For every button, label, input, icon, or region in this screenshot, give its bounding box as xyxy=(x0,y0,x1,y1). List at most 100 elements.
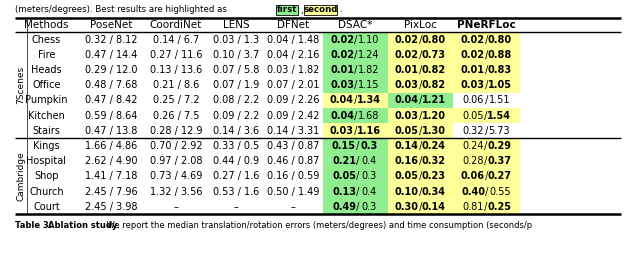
Text: 0.07 / 5.8: 0.07 / 5.8 xyxy=(213,65,259,75)
Text: 1.05: 1.05 xyxy=(488,80,512,90)
Text: 0.02: 0.02 xyxy=(395,50,419,60)
Text: /: / xyxy=(482,35,491,45)
Text: 1.32 / 3.56: 1.32 / 3.56 xyxy=(150,187,202,197)
Text: 1.66 / 4.86: 1.66 / 4.86 xyxy=(85,141,137,151)
Text: 0.27: 0.27 xyxy=(488,172,512,182)
Text: 2.45 / 7.96: 2.45 / 7.96 xyxy=(84,187,138,197)
Text: 0.05: 0.05 xyxy=(395,172,419,182)
Text: /: / xyxy=(351,65,361,75)
Text: /: / xyxy=(351,95,360,105)
Text: /: / xyxy=(415,141,425,151)
Text: 0.47 / 13.8: 0.47 / 13.8 xyxy=(84,126,137,136)
Bar xyxy=(388,62,452,78)
Text: 0.06: 0.06 xyxy=(461,172,485,182)
Text: 1.54: 1.54 xyxy=(487,111,511,121)
Text: 0.14: 0.14 xyxy=(395,141,419,151)
Text: 0.30: 0.30 xyxy=(395,202,419,212)
Text: 0.25 / 7.2: 0.25 / 7.2 xyxy=(153,95,199,105)
Text: /: / xyxy=(481,111,491,121)
Text: 0.21: 0.21 xyxy=(332,156,356,166)
Text: 0.15: 0.15 xyxy=(332,141,356,151)
Text: 0.14 / 3.6: 0.14 / 3.6 xyxy=(213,126,259,136)
Text: 0.07 / 1.9: 0.07 / 1.9 xyxy=(213,80,259,90)
Text: 0.73: 0.73 xyxy=(422,50,446,60)
Text: 0.32: 0.32 xyxy=(463,126,484,136)
Text: 1.68: 1.68 xyxy=(358,111,380,121)
Text: Church: Church xyxy=(29,187,64,197)
Text: /: / xyxy=(351,50,361,60)
Text: LENS: LENS xyxy=(223,20,250,30)
Bar xyxy=(388,184,452,199)
Text: Heads: Heads xyxy=(31,65,61,75)
Text: 0.28 / 12.9: 0.28 / 12.9 xyxy=(150,126,202,136)
Bar xyxy=(452,62,520,78)
Text: 0.03: 0.03 xyxy=(461,80,485,90)
Text: /: / xyxy=(482,126,491,136)
Bar xyxy=(323,93,388,108)
Text: 0.03: 0.03 xyxy=(330,80,355,90)
Text: 7Scenes: 7Scenes xyxy=(16,66,25,104)
Text: Kings: Kings xyxy=(33,141,60,151)
Bar xyxy=(388,47,452,62)
Text: 0.80: 0.80 xyxy=(422,35,446,45)
Text: Kitchen: Kitchen xyxy=(28,111,65,121)
Text: 0.88: 0.88 xyxy=(488,50,512,60)
Text: 1.10: 1.10 xyxy=(358,35,380,45)
Text: 0.34: 0.34 xyxy=(422,187,446,197)
Text: first: first xyxy=(276,5,297,15)
Text: 2.45 / 3.98: 2.45 / 3.98 xyxy=(84,202,137,212)
Text: 0.40: 0.40 xyxy=(461,187,486,197)
Text: 0.02: 0.02 xyxy=(461,35,485,45)
Text: 0.04 / 2.16: 0.04 / 2.16 xyxy=(267,50,319,60)
Text: /: / xyxy=(353,156,363,166)
Text: /: / xyxy=(353,202,363,212)
Bar xyxy=(388,169,452,184)
Text: 0.03: 0.03 xyxy=(330,126,354,136)
Text: /: / xyxy=(415,50,425,60)
Text: 0.06: 0.06 xyxy=(463,95,484,105)
Text: 0.59 / 8.64: 0.59 / 8.64 xyxy=(84,111,137,121)
Text: 0.05: 0.05 xyxy=(462,111,484,121)
Bar xyxy=(452,184,520,199)
Text: 1.24: 1.24 xyxy=(358,50,380,60)
Bar xyxy=(452,47,520,62)
Text: 0.01: 0.01 xyxy=(461,65,485,75)
Text: /: / xyxy=(415,95,425,105)
Bar xyxy=(452,78,520,93)
Text: /: / xyxy=(415,80,425,90)
Text: 1.20: 1.20 xyxy=(422,111,446,121)
Bar xyxy=(452,199,520,214)
Bar xyxy=(388,93,452,108)
Text: Stairs: Stairs xyxy=(33,126,60,136)
Text: 1.51: 1.51 xyxy=(488,95,510,105)
Text: 0.50 / 1.49: 0.50 / 1.49 xyxy=(267,187,319,197)
Bar xyxy=(323,169,388,184)
Text: 1.21: 1.21 xyxy=(422,95,446,105)
Text: /: / xyxy=(415,187,425,197)
Text: 0.02: 0.02 xyxy=(395,35,419,45)
Text: DFNet: DFNet xyxy=(277,20,309,30)
Text: 0.70 / 2.92: 0.70 / 2.92 xyxy=(150,141,202,151)
Text: /: / xyxy=(481,156,491,166)
Bar xyxy=(388,138,452,154)
Text: /: / xyxy=(482,50,491,60)
Text: Methods: Methods xyxy=(24,20,68,30)
Text: 0.13: 0.13 xyxy=(332,187,356,197)
Text: 0.09 / 2.2: 0.09 / 2.2 xyxy=(213,111,259,121)
Text: 0.21 / 8.6: 0.21 / 8.6 xyxy=(153,80,199,90)
Bar xyxy=(388,199,452,214)
Text: 0.03 / 1.3: 0.03 / 1.3 xyxy=(213,35,259,45)
Text: Chess: Chess xyxy=(32,35,61,45)
Bar xyxy=(304,5,337,15)
Text: 0.3: 0.3 xyxy=(362,202,376,212)
Text: 0.09 / 2.42: 0.09 / 2.42 xyxy=(267,111,319,121)
Bar xyxy=(323,123,388,138)
Text: 0.05: 0.05 xyxy=(395,126,419,136)
Text: PixLoc: PixLoc xyxy=(404,20,437,30)
Text: 0.97 / 2.08: 0.97 / 2.08 xyxy=(150,156,202,166)
Text: 0.29 / 12.0: 0.29 / 12.0 xyxy=(84,65,137,75)
Text: PoseNet: PoseNet xyxy=(90,20,132,30)
Text: 0.14 / 3.31: 0.14 / 3.31 xyxy=(267,126,319,136)
Text: 0.47 / 14.4: 0.47 / 14.4 xyxy=(84,50,137,60)
Bar xyxy=(452,154,520,169)
